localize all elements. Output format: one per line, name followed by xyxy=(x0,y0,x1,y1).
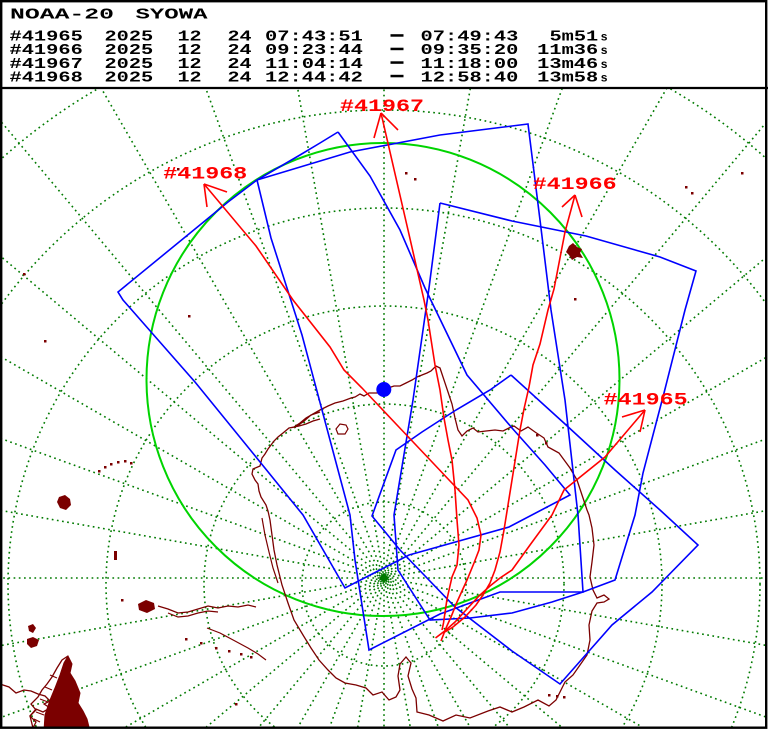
svg-text:s: s xyxy=(601,44,608,58)
svg-text:#41967: #41967 xyxy=(340,97,424,117)
svg-text:12:58:40: 12:58:40 xyxy=(421,69,519,86)
svg-text:12:44:42: 12:44:42 xyxy=(265,69,363,86)
svg-text:24: 24 xyxy=(228,69,252,86)
svg-text:s: s xyxy=(601,58,608,72)
svg-text:SYOWA: SYOWA xyxy=(136,6,208,23)
svg-text:#41965: #41965 xyxy=(604,390,688,410)
svg-text:12: 12 xyxy=(178,69,202,86)
svg-text:#41968: #41968 xyxy=(163,164,247,184)
svg-text:s: s xyxy=(601,71,608,85)
svg-text:2025: 2025 xyxy=(105,69,154,86)
svg-text:NOAA-20: NOAA-20 xyxy=(10,6,114,23)
svg-text:#41968: #41968 xyxy=(10,69,83,86)
svg-text:13m58: 13m58 xyxy=(537,69,598,86)
svg-text:s: s xyxy=(601,31,608,45)
svg-text:#41966: #41966 xyxy=(533,175,617,195)
